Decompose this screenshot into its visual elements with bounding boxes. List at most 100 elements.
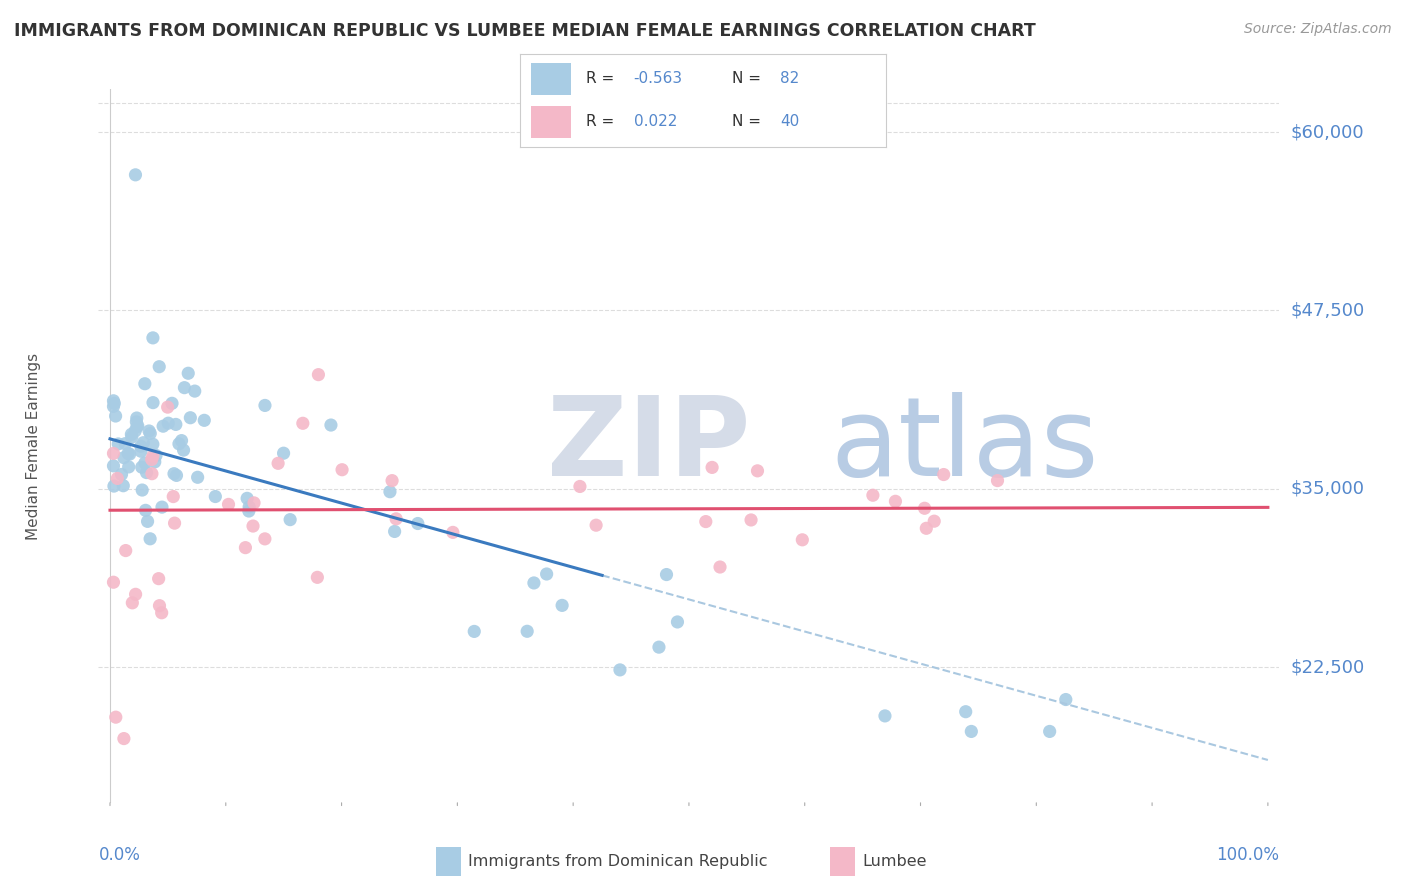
Point <box>142 449 165 463</box>
Point <box>124 424 146 438</box>
Text: 40: 40 <box>780 114 799 129</box>
Text: $22,500: $22,500 <box>1291 658 1365 676</box>
Point <box>143 455 166 469</box>
Point <box>105 471 128 485</box>
Point <box>167 437 190 451</box>
Point <box>568 479 591 493</box>
Point <box>135 503 157 517</box>
Point <box>179 410 201 425</box>
Text: $35,000: $35,000 <box>1291 480 1365 498</box>
Text: R =: R = <box>586 114 624 129</box>
Text: Lumbee: Lumbee <box>862 855 927 869</box>
Text: $60,000: $60,000 <box>1291 123 1364 141</box>
Point <box>709 560 731 574</box>
Point <box>330 463 353 477</box>
Point <box>243 496 266 510</box>
Point <box>238 500 260 514</box>
Point <box>129 439 152 453</box>
Point <box>134 456 156 470</box>
Point <box>960 724 983 739</box>
Point <box>127 418 149 433</box>
Point <box>142 437 165 451</box>
Point <box>238 504 260 518</box>
Point <box>135 466 157 480</box>
Point <box>138 424 160 438</box>
Point <box>170 434 193 448</box>
Point <box>134 376 156 391</box>
Point <box>177 366 200 380</box>
Text: R =: R = <box>586 71 619 87</box>
Point <box>747 464 769 478</box>
Point <box>253 532 276 546</box>
Point <box>218 497 240 511</box>
Point <box>516 624 538 639</box>
Text: IMMIGRANTS FROM DOMINICAN REPUBLIC VS LUMBEE MEDIAN FEMALE EARNINGS CORRELATION : IMMIGRANTS FROM DOMINICAN REPUBLIC VS LU… <box>14 22 1036 40</box>
Point <box>145 449 167 463</box>
Point <box>152 419 174 434</box>
Point <box>120 427 142 442</box>
Point <box>112 479 135 493</box>
Point <box>441 525 464 540</box>
Point <box>103 446 125 460</box>
Point <box>114 543 136 558</box>
Point <box>253 399 276 413</box>
Point <box>136 514 159 528</box>
Point <box>695 515 717 529</box>
Point <box>173 381 195 395</box>
Text: Immigrants from Dominican Republic: Immigrants from Dominican Republic <box>468 855 768 869</box>
Point <box>103 396 125 410</box>
Point <box>165 417 187 432</box>
Point <box>118 447 141 461</box>
Point <box>129 444 152 458</box>
Text: $47,500: $47,500 <box>1291 301 1365 319</box>
Point <box>118 459 141 474</box>
Point <box>955 705 977 719</box>
Text: Median Female Earnings: Median Female Earnings <box>25 352 41 540</box>
Point <box>862 488 884 502</box>
Text: ZIP: ZIP <box>547 392 751 500</box>
FancyBboxPatch shape <box>531 106 571 138</box>
Point <box>204 490 226 504</box>
Point <box>536 566 558 581</box>
Point <box>914 501 936 516</box>
Point <box>700 460 723 475</box>
Point <box>141 467 163 481</box>
Point <box>110 467 132 482</box>
Point <box>235 541 257 555</box>
Point <box>131 483 153 497</box>
Point <box>273 446 295 460</box>
Point <box>162 490 184 504</box>
Point <box>139 532 162 546</box>
Point <box>278 513 301 527</box>
Point <box>160 396 183 410</box>
Point <box>121 430 143 444</box>
Text: N =: N = <box>733 71 766 87</box>
Point <box>103 400 125 414</box>
Point <box>107 437 129 451</box>
Point <box>103 458 125 473</box>
Text: -0.563: -0.563 <box>634 71 683 87</box>
Point <box>103 393 125 408</box>
Point <box>124 587 146 601</box>
Point <box>141 452 163 467</box>
Point <box>1054 692 1077 706</box>
Point <box>148 572 170 586</box>
Point <box>463 624 485 639</box>
Point <box>157 416 180 430</box>
Point <box>291 417 314 431</box>
FancyBboxPatch shape <box>531 63 571 95</box>
Point <box>236 491 259 506</box>
Point <box>1039 724 1062 739</box>
Point <box>385 512 408 526</box>
Point <box>150 500 173 515</box>
Point <box>307 570 329 584</box>
Point <box>104 409 127 423</box>
Point <box>319 418 342 433</box>
Point <box>132 435 155 450</box>
Text: 0.0%: 0.0% <box>98 846 141 863</box>
Point <box>378 484 401 499</box>
Point <box>609 663 631 677</box>
Point <box>922 514 945 528</box>
Point <box>242 519 264 533</box>
Text: Source: ZipAtlas.com: Source: ZipAtlas.com <box>1244 22 1392 37</box>
